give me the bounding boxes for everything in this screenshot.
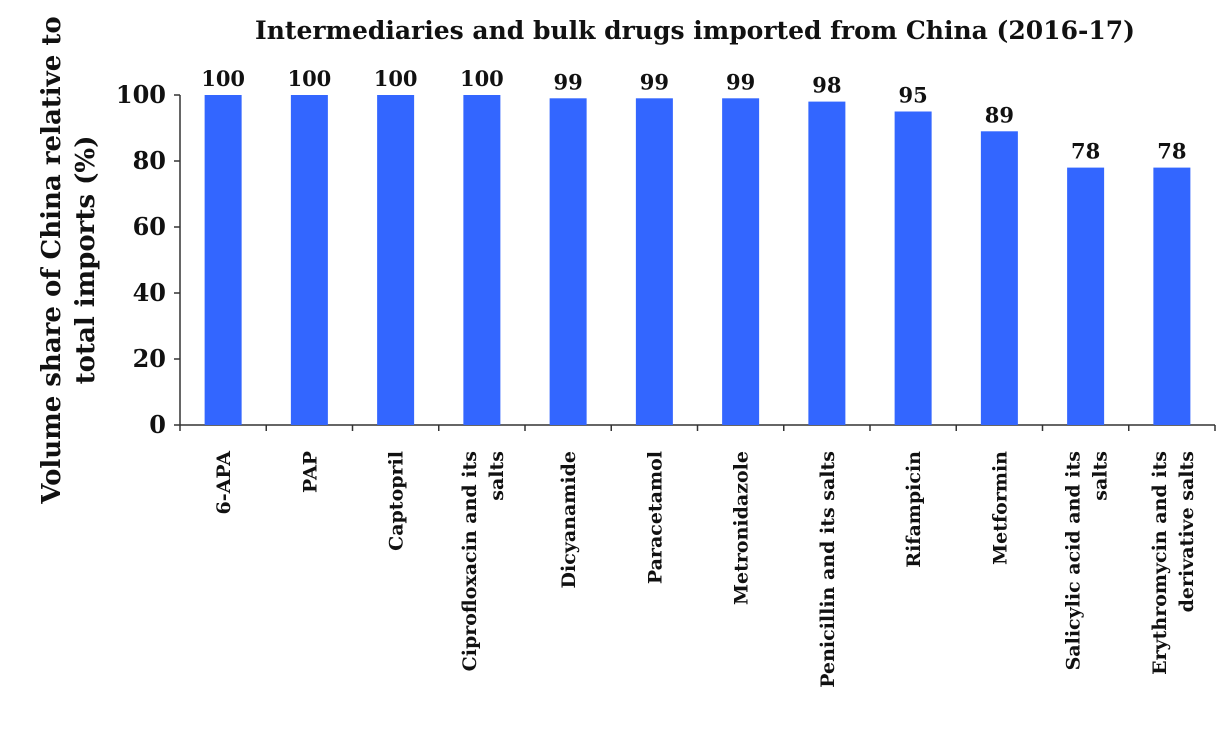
data-label: 99	[554, 69, 583, 94]
x-tick-label: Captopril	[386, 451, 408, 551]
bar	[808, 101, 846, 425]
data-label: 78	[1157, 139, 1186, 164]
data-label: 89	[985, 102, 1014, 127]
data-label: 99	[640, 69, 669, 94]
y-tick-label: 60	[133, 212, 166, 241]
bar	[1067, 167, 1105, 425]
bar	[463, 95, 501, 425]
x-tick-label-line: Captopril	[386, 451, 408, 551]
x-tick-label: PAP	[299, 451, 321, 493]
y-tick-label: 0	[149, 410, 166, 439]
x-tick-label: Rifampicin	[903, 451, 925, 568]
x-tick-label-line: salts	[1090, 451, 1112, 501]
data-label: 95	[899, 83, 928, 108]
bar	[290, 95, 328, 425]
bar	[894, 111, 932, 425]
value-labels: 100 100 100 100 99 99 99 98 95 89 78 78	[201, 66, 1186, 164]
x-tick-label: 6-APA	[213, 451, 235, 515]
y-axis-label: Volume share of China relative to total …	[37, 16, 101, 504]
data-label: 100	[374, 66, 418, 91]
x-tick-label-line: Dicyanamide	[558, 451, 580, 588]
chart-title: Intermediaries and bulk drugs imported f…	[255, 16, 1135, 45]
x-tick-label-line: Salicylic acid and its	[1063, 451, 1085, 670]
x-tick-label-line: 6-APA	[213, 451, 235, 515]
x-tick-label-line: Metronidazole	[731, 451, 753, 605]
y-tick-label: 100	[116, 80, 166, 109]
bar	[1153, 167, 1191, 425]
data-label: 98	[812, 73, 841, 98]
x-tick-label: Salicylic acid and its salts	[1063, 451, 1112, 670]
x-tick-label-line: salts	[486, 451, 508, 501]
bar	[377, 95, 415, 425]
bar	[204, 95, 242, 425]
x-tick-label: Ciprofloxacin and its salts	[459, 451, 508, 671]
bar	[980, 131, 1018, 426]
x-tick-label-line: Paracetamol	[644, 451, 666, 584]
x-tick-label: Metronidazole	[731, 451, 753, 605]
x-tick-label: Metformin	[989, 451, 1011, 565]
data-label: 100	[287, 66, 331, 91]
y-tick-label: 80	[133, 146, 166, 175]
x-tick-label: Penicillin and its salts	[817, 451, 839, 688]
axes: 0 20 40 60 80 100	[116, 80, 1216, 439]
y-tick-label: 40	[133, 278, 166, 307]
x-tick-label-line: Metformin	[989, 451, 1011, 565]
data-label: 78	[1071, 139, 1100, 164]
data-label: 100	[460, 66, 504, 91]
x-tick-label: Erythromycin and its derivative salts	[1149, 451, 1198, 675]
bar	[635, 98, 673, 426]
x-tick-label-line: Rifampicin	[903, 451, 925, 568]
y-axis-label-line-1: Volume share of China relative to	[37, 16, 67, 504]
data-label: 99	[726, 69, 755, 94]
x-tick-label-line: derivative salts	[1176, 451, 1198, 612]
x-tick-label: Paracetamol	[644, 451, 666, 584]
bar	[722, 98, 760, 426]
x-tick-label-line: Penicillin and its salts	[817, 451, 839, 688]
y-axis-label-line-2: total imports (%)	[71, 136, 101, 385]
x-tick-label-line: Ciprofloxacin and its	[459, 451, 481, 671]
y-tick-label: 20	[133, 344, 166, 373]
bar	[549, 98, 587, 426]
x-tick-label-line: Erythromycin and its	[1149, 451, 1171, 675]
data-label: 100	[201, 66, 245, 91]
x-tick-labels: 6-APA PAP Captopril Ciprofloxacin and its sa…	[213, 451, 1198, 688]
x-tick-label: Dicyanamide	[558, 451, 580, 588]
x-tick-label-line: PAP	[299, 451, 321, 493]
bars	[204, 95, 1191, 426]
